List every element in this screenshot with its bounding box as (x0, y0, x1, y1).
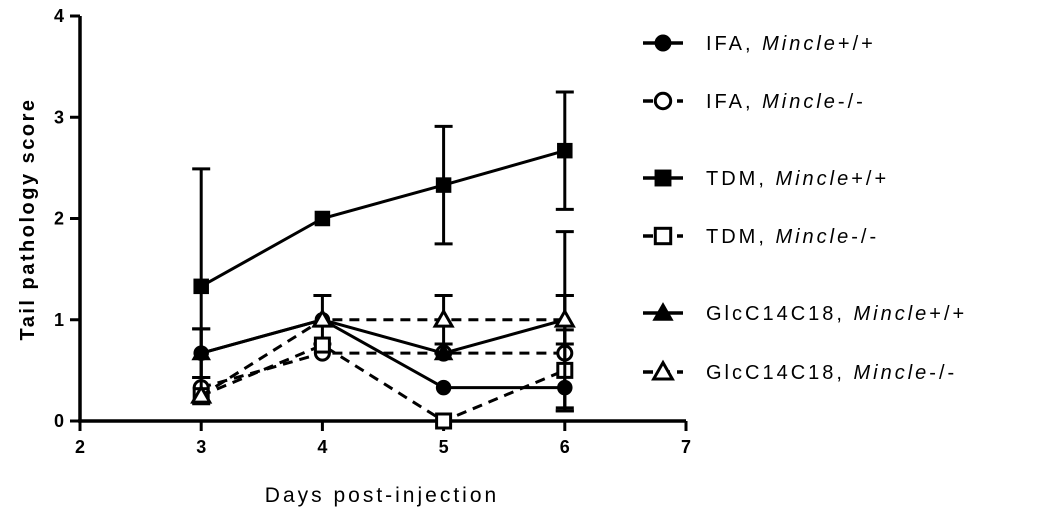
data-point (557, 142, 573, 159)
legend-label: GlcC14C18, Mincle-/- (706, 362, 957, 384)
data-point (191, 343, 211, 361)
data-point (435, 379, 452, 396)
y-tick-label: 2 (54, 209, 64, 229)
y-tick-label: 0 (54, 411, 64, 431)
data-point (433, 343, 454, 361)
legend-label: GlcC14C18, Mincle+/+ (706, 303, 967, 325)
series-1 (192, 293, 573, 396)
data-point (435, 412, 453, 430)
x-tick-label: 4 (317, 437, 327, 457)
series-line (200, 149, 566, 288)
axes (78, 16, 686, 423)
legend-item-5: GlcC14C18, Mincle+/+ (643, 302, 967, 325)
data-point (311, 308, 334, 328)
series-4 (192, 328, 574, 430)
legend-marker (654, 169, 672, 187)
legend-label: TDM, Mincle-/- (706, 226, 879, 248)
series-2 (192, 293, 574, 413)
series-line (200, 318, 566, 355)
series-3 (192, 90, 574, 406)
x-ticks: 2 3 4 5 6 7 (75, 421, 691, 457)
series-6 (190, 293, 576, 404)
data-point (435, 177, 452, 193)
series-line (200, 318, 565, 397)
legend-item-6: GlcC14C18, Mincle-/- (643, 359, 957, 384)
series-line (200, 343, 566, 423)
legend: IFA, Mincle+/+ IFA, Mincle-/- TDM, Mincle+… (643, 33, 967, 384)
legend-marker (653, 91, 673, 111)
data-point (553, 308, 576, 328)
legend-marker (653, 226, 673, 246)
x-tick-label: 7 (681, 437, 691, 457)
legend-label: IFA, Mincle-/- (706, 91, 866, 113)
plot-area (190, 90, 576, 430)
x-tick-label: 6 (560, 437, 570, 457)
legend-marker (652, 302, 674, 321)
x-axis-title: Days post-injection (265, 484, 499, 507)
legend-label: IFA, Mincle+/+ (706, 33, 876, 55)
legend-item-3: TDM, Mincle+/+ (643, 168, 889, 190)
data-point (432, 308, 455, 328)
legend-marker (651, 359, 675, 381)
legend-item-2: IFA, Mincle-/- (643, 91, 866, 113)
legend-marker (654, 34, 672, 52)
data-point (314, 210, 331, 227)
x-tick-label: 3 (196, 437, 206, 457)
x-tick-label: 5 (439, 437, 449, 457)
legend-item-1: IFA, Mincle+/+ (643, 33, 876, 55)
x-tick-label: 2 (75, 437, 85, 457)
legend-item-4: TDM, Mincle-/- (643, 226, 879, 248)
data-point (313, 336, 331, 354)
data-point (193, 278, 209, 295)
legend-label: TDM, Mincle+/+ (706, 168, 889, 190)
y-ticks: 0 1 2 3 4 (54, 6, 80, 431)
data-point (190, 384, 213, 404)
y-tick-label: 3 (54, 107, 64, 127)
series-line (200, 351, 565, 390)
y-tick-label: 1 (54, 310, 64, 330)
y-axis-title: Tail pathology score (17, 98, 39, 341)
y-tick-label: 4 (54, 6, 64, 26)
